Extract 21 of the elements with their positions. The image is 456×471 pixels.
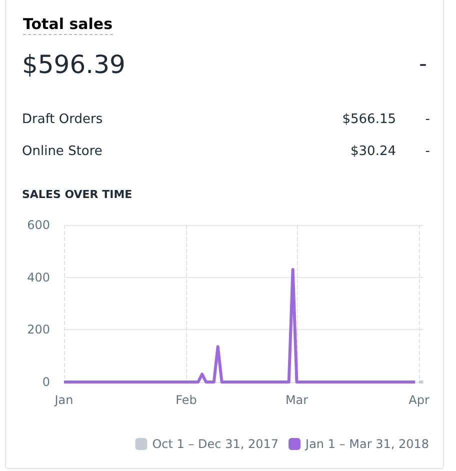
text: -	[425, 144, 430, 159]
y-tick-label: 600	[27, 218, 50, 232]
text: Online Store	[22, 144, 102, 159]
text: -	[425, 112, 430, 127]
y-tick-label: 0	[42, 375, 50, 389]
x-tick-label: Feb	[176, 393, 197, 407]
legend-label: Jan 1 – Mar 31, 2018	[304, 437, 429, 451]
y-tick-label: 400	[27, 270, 50, 284]
text: Draft Orders	[22, 112, 103, 127]
chart-title: SALES OVER TIME	[22, 188, 132, 201]
text: $30.24	[350, 144, 396, 159]
x-tick-label: Jan	[54, 393, 74, 407]
legend-label: Oct 1 – Dec 31, 2017	[152, 437, 279, 451]
x-tick-label: Apr	[408, 393, 430, 407]
y-tick-label: 200	[27, 322, 50, 337]
line-series	[62, 268, 417, 384]
text: $596.39	[22, 50, 126, 79]
x-tick-label: Mar	[285, 393, 308, 407]
text: -	[419, 52, 427, 77]
text: $566.15	[342, 112, 396, 127]
text: Total sales	[23, 15, 112, 35]
